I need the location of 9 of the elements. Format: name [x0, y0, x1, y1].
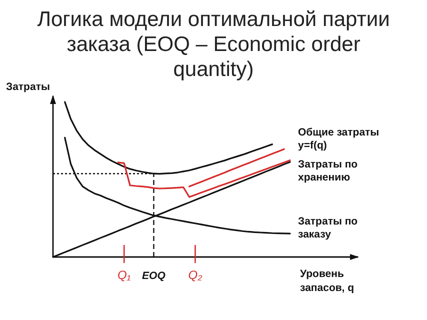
chart-title: Логика модели оптимальной партии заказа (EOQ – Economic order quantity): [37, 8, 390, 81]
x-tick-label: EOQ: [142, 270, 166, 282]
x-tick-label: Q₁: [118, 268, 131, 282]
text: Общие затраты y=f(q): [298, 126, 380, 152]
series-label: Затраты по заказу: [298, 216, 358, 241]
y-axis-title: Затраты: [6, 81, 50, 93]
x-tick-label: Q₂: [188, 268, 203, 282]
series-label: Затраты по хранению: [298, 158, 358, 184]
x-axis-title: Уровень запасов, q: [300, 268, 354, 294]
